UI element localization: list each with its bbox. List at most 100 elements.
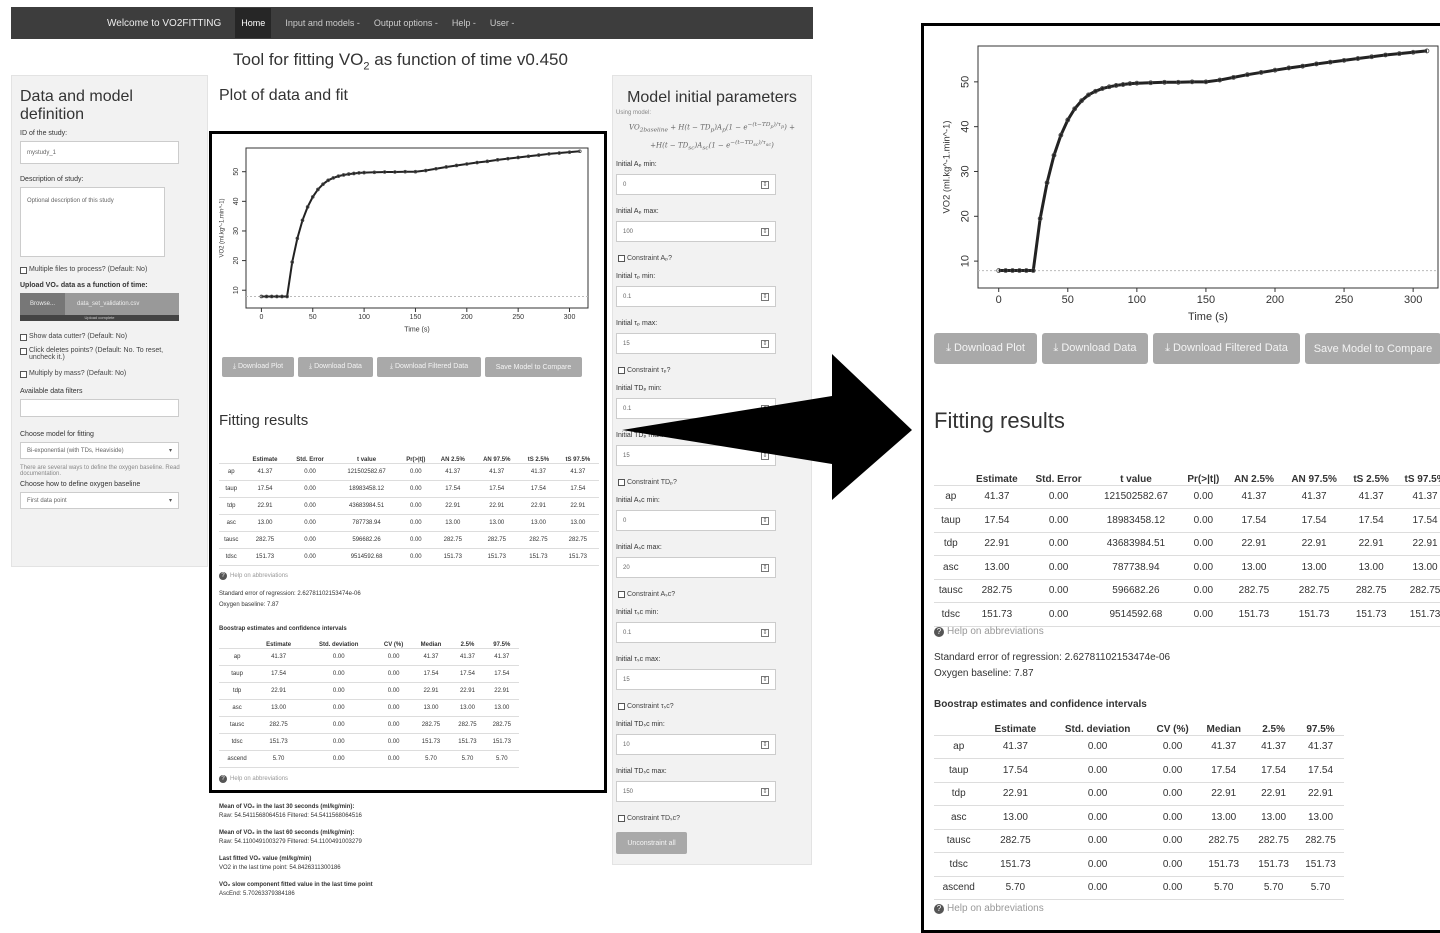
spinner-icon[interactable]: ⇕ <box>761 292 769 301</box>
table-cell: 22.91 <box>243 497 287 515</box>
using-model-label: Using model: <box>616 110 652 116</box>
download-filtered-button[interactable]: ⤓ Download Filtered Data <box>1153 333 1300 364</box>
data-point <box>1106 84 1112 90</box>
constraint-checkbox[interactable]: Constraint TDₛc? <box>618 814 808 823</box>
small-fitting-table: Estimate Std. Error t value Pr(>|t|) AN 2.5%… <box>219 437 599 566</box>
param-input[interactable]: 0 ⇕ <box>616 174 776 196</box>
x-tick-label: 100 <box>1128 294 1146 306</box>
param-label: Initial τₚ max: <box>616 320 658 328</box>
download-filtered-button[interactable]: ⤓ Download Filtered Data <box>377 357 481 377</box>
download-plot-button[interactable]: ⤓ Download Plot <box>934 333 1037 364</box>
spinner-icon[interactable]: ⇕ <box>761 563 769 572</box>
table-cell: 22.91 <box>411 682 451 700</box>
spinner-icon[interactable]: ⇕ <box>761 227 769 236</box>
param-input[interactable]: 100 ⇕ <box>616 221 776 243</box>
data-point <box>1175 79 1181 85</box>
help-abbrev-link-2[interactable]: ? Help on abbreviations <box>934 903 1044 914</box>
download-plot-button[interactable]: ⤓ Download Plot <box>222 357 294 377</box>
mean60-value: Raw: 54.1100491003279 Filtered: 54.11004… <box>219 839 362 845</box>
constraint-checkbox[interactable]: Constraint τₛc? <box>618 702 808 711</box>
spinner-icon[interactable]: ⇕ <box>761 339 769 348</box>
table-cell: 17.54 <box>1297 758 1344 783</box>
spinner-icon[interactable]: ⇕ <box>761 740 769 749</box>
param-input[interactable]: 0.1⇕ <box>616 622 776 644</box>
data-point <box>485 159 490 164</box>
study-description-textarea[interactable]: Optional description of this study <box>20 187 165 257</box>
show-cutter-checkbox[interactable]: Show data cutter? (Default: No) <box>20 333 199 341</box>
save-model-button[interactable]: Save Model to Compare <box>485 357 582 377</box>
param-input[interactable]: 20 ⇕ <box>616 557 776 579</box>
spinner-icon[interactable]: ⇕ <box>761 628 769 637</box>
table-row: taup 17.54 0.00 18983458.12 0.00 17.54 17.54 17… <box>934 508 1440 533</box>
baseline-select-label: Choose how to define oxygen baseline <box>20 481 141 488</box>
file-upload[interactable]: Browse... data_set_validation.csv <box>20 293 179 315</box>
data-point <box>516 155 520 160</box>
table-cell: 282.75 <box>473 531 521 549</box>
table-cell: 22.91 <box>450 682 485 700</box>
table-row: taup 17.54 0.00 0.00 17.54 17.54 17.54 <box>934 758 1344 783</box>
spinner-icon[interactable]: ⇕ <box>761 516 769 525</box>
param-label: Initial TDₛc max: <box>616 768 667 776</box>
table-cell: 17.54 <box>484 665 519 683</box>
oxygen-baseline-text: Oxygen baseline: 7.87 <box>219 602 279 608</box>
param-list: Initial Aₚ min: 0 ⇕ Initial Aₚ max: 100 ⇕ Cons… <box>616 160 808 823</box>
x-tick-label: 250 <box>1335 294 1353 306</box>
multiple-files-checkbox[interactable]: Multiple files to process? (Default: No) <box>20 266 199 274</box>
data-point <box>526 154 531 159</box>
data-point <box>1203 79 1209 85</box>
help-abbrev-link[interactable]: ? Help on abbreviations <box>934 626 1044 637</box>
nav-input-models[interactable]: Input and models - <box>285 18 360 28</box>
param-label: Initial τₛc min: <box>616 609 659 617</box>
table-cell: 0.00 <box>1047 876 1148 900</box>
table-cell: 13.00 <box>1297 805 1344 830</box>
navbar-brand[interactable]: Welcome to VO2FITTING <box>107 17 222 29</box>
download-data-button[interactable]: ⤓ Download Data <box>1042 333 1148 364</box>
nav-home[interactable]: Home <box>235 8 272 38</box>
row-label: tdp <box>934 532 968 556</box>
data-point <box>1396 51 1402 57</box>
spinner-icon[interactable]: ⇕ <box>761 787 769 796</box>
baseline-select[interactable]: First data point ▾ <box>20 492 179 509</box>
help-abbrev-link-2[interactable]: ? Help on abbreviations <box>219 775 288 783</box>
spinner-icon[interactable]: ⇕ <box>761 675 769 684</box>
constraint-checkbox[interactable]: Constraint τₚ? <box>618 366 808 375</box>
click-deletes-checkbox[interactable]: Click deletes points? (Default: No. To r… <box>20 347 170 361</box>
small-download-toolbar: ⤓ Download Plot ⤓ Download Data ⤓ Downlo… <box>222 357 582 377</box>
table-cell: 0.00 <box>1147 735 1198 759</box>
download-data-button[interactable]: ⤓ Download Data <box>298 357 373 377</box>
table-cell: 0.00 <box>375 716 412 734</box>
param-input[interactable]: 15 ⇕ <box>616 333 776 355</box>
constraint-checkbox[interactable]: Constraint Aₛc? <box>618 590 808 599</box>
data-point <box>1231 74 1236 80</box>
constraint-checkbox[interactable]: Constraint Aₚ? <box>618 254 808 263</box>
column-header: 97.5% <box>484 636 519 649</box>
data-point <box>444 165 449 169</box>
param-input[interactable]: 0 ⇕ <box>616 510 776 532</box>
multiply-mass-checkbox[interactable]: Multiply by mass? (Default: No) <box>20 370 199 378</box>
nav-help[interactable]: Help - <box>451 18 476 28</box>
nav-user[interactable]: User - <box>489 18 515 28</box>
model-select[interactable]: Bi-exponential (with TDs, Heaviside) ▾ <box>20 442 179 459</box>
spinner-icon[interactable]: ⇕ <box>761 180 769 189</box>
param-input[interactable]: 150 ⇕ <box>616 781 776 803</box>
plot-area <box>977 45 1439 289</box>
table-header-row: Estimate Std. deviation CV (%) Median 2.5% 97… <box>934 712 1344 736</box>
param-input[interactable]: 10 ⇕ <box>616 734 776 756</box>
browse-button[interactable]: Browse... <box>20 293 65 315</box>
unconstrain-all-button[interactable]: Unconstraint all <box>616 832 687 855</box>
study-id-input[interactable]: mystudy_1 <box>20 141 179 164</box>
row-label: ap <box>934 735 984 759</box>
data-point <box>1383 52 1388 58</box>
save-model-button[interactable]: Save Model to Compare <box>1305 333 1440 364</box>
data-filters-input[interactable] <box>20 399 179 417</box>
table-row: ap 41.37 0.00 0.00 41.37 41.37 41.37 <box>219 648 519 666</box>
help-abbrev-link[interactable]: ? Help on abbreviations <box>219 572 288 580</box>
constraint-checkbox[interactable]: Constraint TDₚ? <box>618 478 808 487</box>
data-point <box>996 268 1002 273</box>
data-point <box>300 218 305 223</box>
param-input[interactable]: 0.1⇕ <box>616 286 776 308</box>
nav-output-options[interactable]: Output options - <box>373 18 438 28</box>
data-point <box>1093 88 1098 94</box>
param-input[interactable]: 15 ⇕ <box>616 669 776 691</box>
data-point <box>275 294 279 299</box>
